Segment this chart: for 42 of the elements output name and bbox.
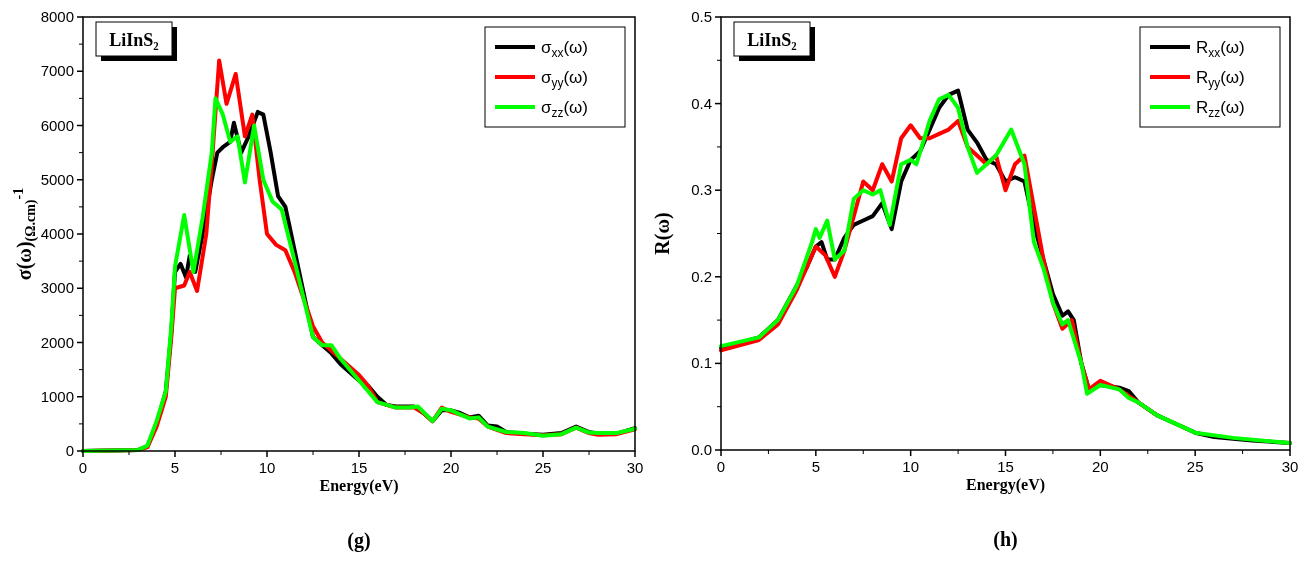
y-tick-label: 7000 xyxy=(40,62,74,80)
text: (g) xyxy=(347,529,371,552)
x-tick-label: 10 xyxy=(258,459,276,476)
legend-label: R$_{zz}$(ω) xyxy=(1196,98,1245,120)
legend-label: R$_{xx}$(ω) xyxy=(1196,38,1245,60)
x-tick-label: 20 xyxy=(1091,458,1109,475)
y-tick-label: 8000 xyxy=(40,8,74,25)
y-tick-label: 5000 xyxy=(40,170,74,188)
x-tick-label: 25 xyxy=(1186,458,1204,475)
y-tick-label: 4000 xyxy=(40,225,74,242)
y-tick-label: 0.0 xyxy=(691,441,712,458)
y-tick-label: 0.5 xyxy=(691,8,712,25)
x-tick-label: 25 xyxy=(534,459,552,476)
legend-label: σ$_{xx}$(ω) xyxy=(541,38,588,60)
y-tick-label: 0.1 xyxy=(691,354,712,372)
y-tick-label: 6000 xyxy=(40,116,74,134)
x-axis-title: Energy(eV) xyxy=(319,477,399,495)
x-tick-label: 30 xyxy=(626,459,644,476)
x-axis-title: Energy(eV) xyxy=(965,476,1046,494)
x-tick-label: 0 xyxy=(716,458,726,475)
y-tick-label: 0.2 xyxy=(691,267,712,285)
y-axis-title: R(ω) xyxy=(651,212,674,255)
y-tick-label: 0 xyxy=(65,442,74,459)
x-tick-label: 5 xyxy=(170,459,180,476)
text: (h) xyxy=(993,528,1018,551)
legend-label: R$_{yy}$(ω) xyxy=(1196,68,1245,90)
y-tick-label: 1000 xyxy=(40,387,74,405)
annotation: LiInS₂ xyxy=(109,30,159,50)
y-tick-label: 3000 xyxy=(40,279,74,297)
x-tick-label: 15 xyxy=(997,458,1014,475)
y-tick-label: 0.3 xyxy=(691,181,712,199)
x-tick-label: 0 xyxy=(78,459,88,476)
x-tick-label: 10 xyxy=(902,458,920,475)
y-tick-label: 0.4 xyxy=(691,94,712,112)
legend-label: σ$_{yy}$(ω) xyxy=(541,68,588,90)
x-tick-label: 20 xyxy=(442,459,460,476)
x-tick-label: 5 xyxy=(811,458,821,475)
annotation: LiInS₂ xyxy=(747,30,797,50)
x-tick-label: 30 xyxy=(1281,458,1299,475)
y-tick-label: 2000 xyxy=(40,333,74,351)
x-tick-label: 15 xyxy=(350,459,368,476)
legend-label: σ$_{zz}$(ω) xyxy=(541,98,588,120)
